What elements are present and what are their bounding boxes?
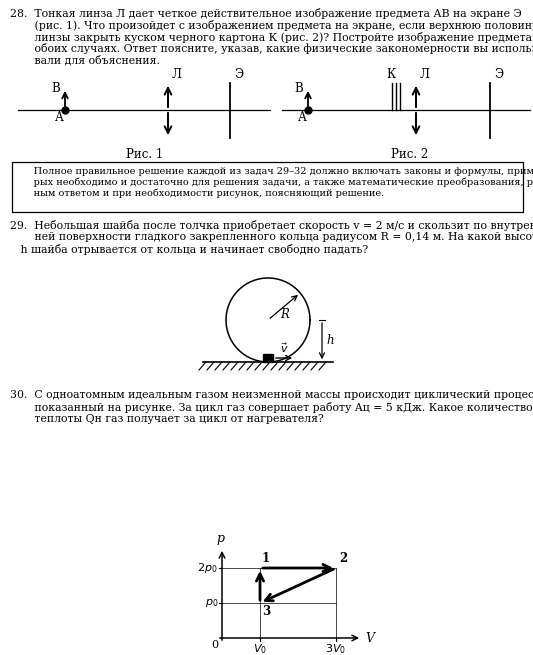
- Text: $V_0$: $V_0$: [253, 642, 267, 655]
- Text: Э: Э: [234, 68, 243, 81]
- Text: ным ответом и при необходимости рисунок, поясняющий решение.: ным ответом и при необходимости рисунок,…: [18, 189, 384, 198]
- Text: линзы закрыть куском черного картона К (рис. 2)? Постройте изображение предмета : линзы закрыть куском черного картона К (…: [10, 31, 533, 43]
- Text: p: p: [216, 532, 224, 545]
- Text: 0: 0: [211, 640, 218, 650]
- Text: теплоты Qн газ получает за цикл от нагревателя?: теплоты Qн газ получает за цикл от нагре…: [10, 413, 324, 424]
- Text: 30.  С одноатомным идеальным газом неизменной массы происходит циклический проце: 30. С одноатомным идеальным газом неизме…: [10, 390, 533, 400]
- Text: h: h: [326, 335, 334, 348]
- Text: В: В: [51, 81, 60, 94]
- Text: обоих случаях. Ответ поясните, указав, какие физические закономерности вы исполь: обоих случаях. Ответ поясните, указав, к…: [10, 43, 533, 54]
- Text: К: К: [386, 68, 395, 81]
- Text: V: V: [365, 631, 374, 645]
- Text: А: А: [55, 111, 64, 124]
- Text: $\vec{v}$: $\vec{v}$: [280, 341, 288, 355]
- Text: рых необходимо и достаточно для решения задачи, а также математические преобразо: рых необходимо и достаточно для решения …: [18, 178, 533, 187]
- Text: Л: Л: [172, 68, 182, 81]
- Text: Полное правильное решение каждой из задач 29–32 должно включать законы и формулы: Полное правильное решение каждой из зада…: [18, 167, 533, 176]
- Text: Рис. 1: Рис. 1: [126, 148, 164, 161]
- Text: Л: Л: [420, 68, 430, 81]
- Text: R: R: [280, 308, 289, 321]
- Text: В: В: [294, 81, 303, 94]
- Text: показанный на рисунке. За цикл газ совершает работу Aц = 5 кДж. Какое количество: показанный на рисунке. За цикл газ совер…: [10, 402, 532, 413]
- Text: ней поверхности гладкого закрепленного кольца радиусом R = 0,14 м. На какой высо: ней поверхности гладкого закрепленного к…: [10, 232, 533, 242]
- Text: 29.  Небольшая шайба после толчка приобретает скорость v = 2 м/с и скользит по в: 29. Небольшая шайба после толчка приобре…: [10, 220, 533, 231]
- Text: 2: 2: [339, 552, 348, 565]
- Text: А: А: [298, 111, 307, 124]
- Text: $p_0$: $p_0$: [205, 597, 218, 609]
- Text: вали для объяснения.: вали для объяснения.: [10, 55, 160, 66]
- Text: $3V_0$: $3V_0$: [326, 642, 346, 655]
- Text: 1: 1: [262, 552, 270, 565]
- Text: Э: Э: [494, 68, 503, 81]
- Text: 28.  Тонкая линза Л дает четкое действительное изображение предмета АВ на экране: 28. Тонкая линза Л дает четкое действите…: [10, 8, 522, 19]
- Text: h шайба отрывается от кольца и начинает свободно падать?: h шайба отрывается от кольца и начинает …: [10, 244, 368, 255]
- Bar: [12, 162, 523, 212]
- Bar: [263, 354, 273, 362]
- Text: (рис. 1). Что произойдет с изображением предмета на экране, если верхнюю половин: (рис. 1). Что произойдет с изображением …: [10, 20, 533, 31]
- Text: $2p_0$: $2p_0$: [198, 561, 218, 575]
- Text: Рис. 2: Рис. 2: [391, 148, 429, 161]
- Text: 3: 3: [262, 605, 270, 618]
